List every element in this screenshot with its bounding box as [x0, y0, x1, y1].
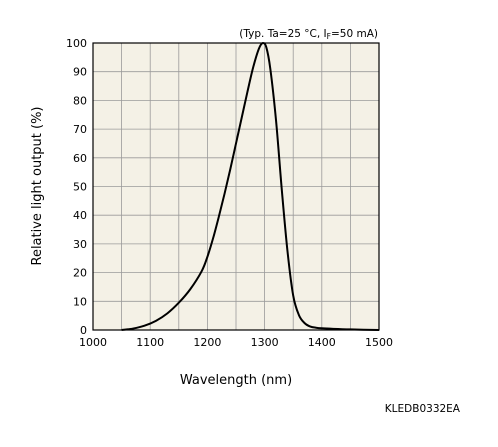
axis-ticks: 1000 1100 1200 1300 1400 1500 0 10 20 30 40 50 60 70 8…	[66, 37, 393, 349]
y-tick-label: 100	[66, 37, 87, 50]
y-tick-label: 30	[73, 238, 87, 251]
y-tick-label: 80	[73, 94, 87, 107]
y-tick-label: 70	[73, 123, 87, 136]
plot-frame	[92, 42, 380, 331]
grid	[93, 43, 379, 330]
y-tick-label: 90	[73, 66, 87, 79]
x-tick-label: 1100	[136, 336, 164, 349]
x-axis-label: Wavelength (nm)	[180, 373, 292, 388]
document-code: KLEDB0332EA	[385, 403, 461, 415]
x-tick-label: 1300	[251, 336, 279, 349]
x-tick-label: 1400	[308, 336, 336, 349]
y-tick-label: 60	[73, 152, 87, 165]
spectrum-line	[121, 41, 380, 331]
y-tick-label: 50	[73, 181, 87, 194]
y-tick-label: 20	[73, 267, 87, 280]
y-tick-label: 0	[80, 324, 87, 337]
y-tick-label: 40	[73, 209, 87, 222]
y-axis-label: Relative light output (%)	[30, 106, 45, 265]
x-tick-label: 1000	[79, 336, 107, 349]
y-tick-label: 10	[73, 295, 87, 308]
x-tick-label: 1200	[193, 336, 221, 349]
x-tick-label: 1500	[365, 336, 393, 349]
measurement-conditions: (Typ. Ta=25 °C, IF=50 mA)	[239, 28, 378, 41]
